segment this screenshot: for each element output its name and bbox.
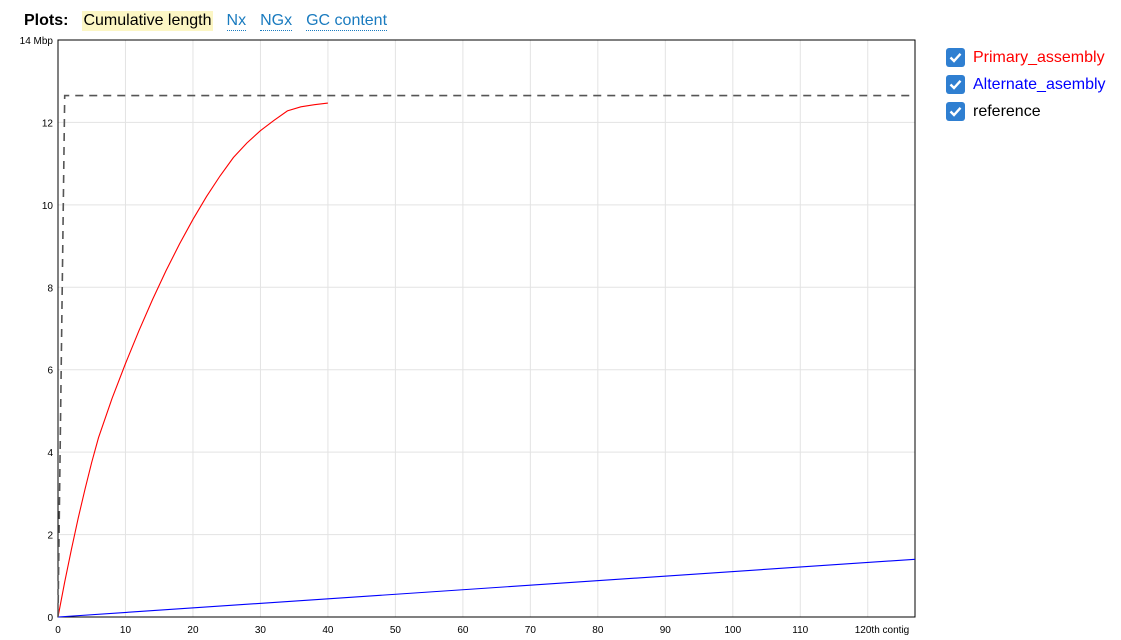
y-tick-label: 10	[42, 201, 54, 212]
y-tick-label: 8	[47, 283, 53, 294]
x-tick-label: 110	[792, 625, 808, 636]
x-tick-label: 30	[255, 625, 267, 636]
y-tick-label: 2	[47, 531, 53, 542]
legend-item-reference[interactable]: reference	[946, 98, 1106, 125]
x-tick-label: 90	[660, 625, 672, 636]
x-tick-label: 60	[457, 625, 469, 636]
series-line-primary-assembly	[57, 102, 328, 618]
checkbox-checked-icon[interactable]	[946, 102, 965, 121]
x-tick-label: 100	[724, 625, 741, 636]
x-tick-label: 50	[390, 625, 402, 636]
legend-label: Primary_assembly	[973, 48, 1105, 66]
legend: Primary_assembly Alternate_asembly refer…	[946, 44, 1106, 125]
y-tick-label: 14 Mbp	[20, 36, 54, 47]
plot-frame	[57, 39, 916, 618]
y-tick-label: 6	[47, 366, 53, 377]
tab-nx[interactable]: Nx	[226, 11, 247, 31]
checkbox-checked-icon[interactable]	[946, 48, 965, 67]
legend-label: Alternate_asembly	[973, 75, 1106, 93]
plots-tab-bar: Plots: Cumulative length Nx NGx GC conte…	[24, 9, 401, 33]
x-tick-label: 120th contig	[855, 625, 910, 636]
x-tick-label: 40	[322, 625, 334, 636]
series-line-reference	[57, 94, 915, 618]
series-line-alternate-asembly	[57, 558, 916, 618]
legend-item-alternate-asembly[interactable]: Alternate_asembly	[946, 71, 1106, 98]
legend-label: reference	[973, 102, 1041, 120]
y-tick-label: 4	[47, 448, 53, 459]
plots-label: Plots:	[24, 12, 69, 29]
tab-ngx[interactable]: NGx	[260, 11, 293, 31]
checkbox-checked-icon[interactable]	[946, 75, 965, 94]
x-tick-label: 0	[55, 625, 61, 636]
legend-item-primary-assembly[interactable]: Primary_assembly	[946, 44, 1106, 71]
tab-gc-content[interactable]: GC content	[306, 11, 388, 31]
x-tick-label: 80	[592, 625, 604, 636]
x-tick-label: 20	[187, 625, 199, 636]
tab-cumulative-length[interactable]: Cumulative length	[82, 11, 213, 31]
y-tick-label: 0	[47, 613, 53, 624]
x-tick-label: 70	[525, 625, 537, 636]
x-tick-label: 10	[120, 625, 132, 636]
y-tick-label: 12	[42, 118, 54, 129]
